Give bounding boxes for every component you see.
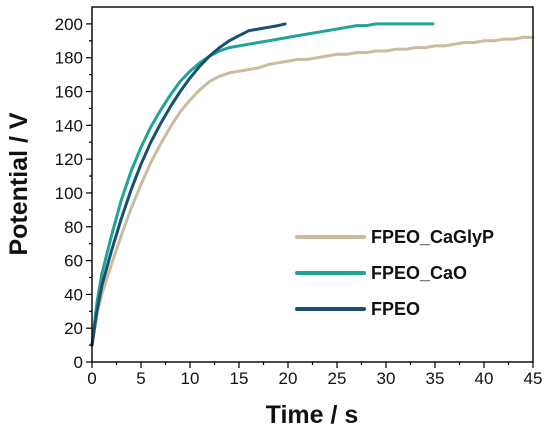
series-line-fpeo [90,22,287,347]
series-line-fpeo-cao [90,22,435,347]
y-tick-label: 40 [64,285,83,304]
legend-label: FPEO_CaO [371,263,467,283]
series-line-fpeo-caglyp [90,35,535,347]
y-tick-label: 20 [64,319,83,338]
y-axis: 0 20 40 60 80 100 120 140 160 180 200 [55,15,92,372]
y-tick-label: 80 [64,218,83,237]
y-tick-label: 60 [64,252,83,271]
x-axis: 0 5 10 15 20 25 30 35 40 45 [87,362,542,388]
y-tick-label: 180 [55,49,83,68]
x-tick-label: 35 [426,369,445,388]
y-tick-label: 160 [55,83,83,102]
y-tick-label: 0 [74,353,83,372]
x-tick-label: 30 [377,369,396,388]
legend-label: FPEO [371,299,420,319]
plot-lines [90,22,535,347]
x-tick-label: 0 [87,369,96,388]
legend-label: FPEO_CaGlyP [371,227,494,247]
x-tick-label: 40 [475,369,494,388]
y-tick-label: 200 [55,15,83,34]
legend: FPEO_CaGlyP FPEO_CaO FPEO [295,227,494,319]
y-tick-label: 120 [55,150,83,169]
y-tick-label: 140 [55,116,83,135]
x-tick-label: 5 [136,369,145,388]
x-tick-label: 10 [181,369,200,388]
x-tick-label: 20 [279,369,298,388]
x-tick-label: 25 [328,369,347,388]
x-axis-title: Time / s [266,401,359,429]
y-tick-label: 100 [55,184,83,203]
x-tick-label: 15 [230,369,249,388]
y-axis-title: Potential / V [5,112,33,255]
x-tick-label: 45 [524,369,543,388]
